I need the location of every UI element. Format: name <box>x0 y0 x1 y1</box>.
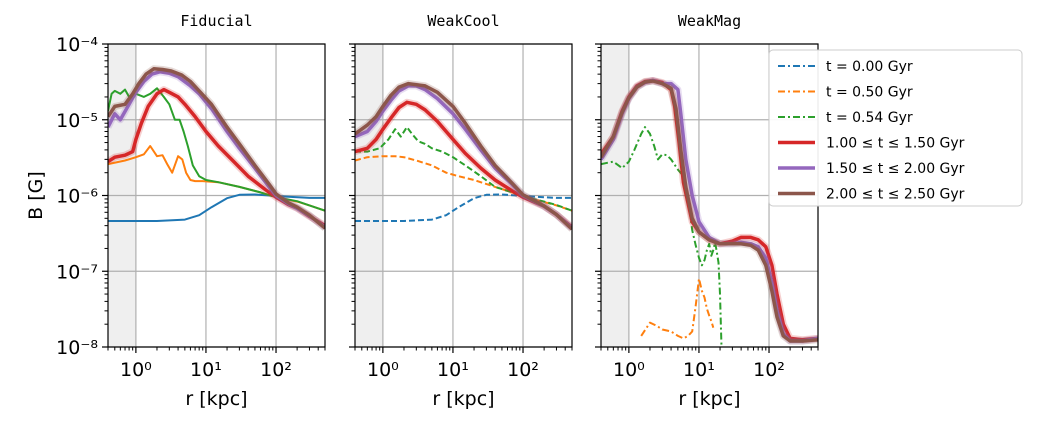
y-tick-label: 10⁻⁸ <box>56 337 98 359</box>
x-axis-label: r [kpc] <box>432 388 494 410</box>
x-tick-label: 10² <box>753 359 785 381</box>
panel-title: Fiducial <box>180 12 252 30</box>
series-line <box>355 126 572 212</box>
x-tick-label: 10¹ <box>683 359 715 381</box>
series-line <box>355 193 572 222</box>
legend-label: 1.00 ≤ t ≤ 1.50 Gyr <box>826 136 965 152</box>
panel-weakcool: 10⁰ 10¹ 10² WeakCool r [kpc] <box>349 12 573 410</box>
series-line <box>108 193 325 222</box>
y-tick-label: 10⁻⁵ <box>56 110 98 132</box>
series-line <box>640 277 715 340</box>
series-line <box>355 81 572 231</box>
series-line <box>601 79 818 343</box>
series-line <box>108 67 325 230</box>
panel-fiducial: 10⁰ 10¹ 10² 10⁻⁸ 10⁻⁷ 10⁻⁶ 10⁻⁵ 10⁻⁴ Fiducial r [… <box>56 12 326 410</box>
x-tick-label: 10¹ <box>437 359 469 381</box>
panel-title: WeakMag <box>678 12 741 30</box>
series-group <box>355 80 572 232</box>
legend-label: 1.50 ≤ t ≤ 2.00 Gyr <box>826 161 965 177</box>
y-tick-label: 10⁻⁷ <box>56 261 98 283</box>
panel-title: WeakCool <box>427 12 499 30</box>
legend-label: t = 0.54 Gyr <box>826 110 913 126</box>
series-group <box>601 77 818 347</box>
x-tick-label: 10² <box>260 359 292 381</box>
x-tick-label: 10⁰ <box>367 359 399 381</box>
x-tick-label: 10² <box>507 359 539 381</box>
legend-label: 2.00 ≤ t ≤ 2.50 Gyr <box>826 187 965 203</box>
y-tick-label: 10⁻⁶ <box>56 186 98 208</box>
y-tick-label: 10⁻⁴ <box>56 34 98 56</box>
x-axis-label: r [kpc] <box>185 388 247 410</box>
y-axis-label: B [G] <box>25 171 47 220</box>
legend: t = 0.00 Gyr t = 0.50 Gyr t = 0.54 Gyr 1.00… <box>768 49 1023 207</box>
series-group <box>108 65 325 231</box>
legend-label: t = 0.50 Gyr <box>826 85 913 101</box>
legend-box <box>768 49 1023 207</box>
legend-label: t = 0.00 Gyr <box>826 59 913 75</box>
x-axis-label: r [kpc] <box>678 388 740 410</box>
series-line <box>108 87 325 212</box>
x-tick-label: 10⁰ <box>120 359 152 381</box>
x-tick-label: 10¹ <box>190 359 222 381</box>
x-tick-label: 10⁰ <box>613 359 645 381</box>
